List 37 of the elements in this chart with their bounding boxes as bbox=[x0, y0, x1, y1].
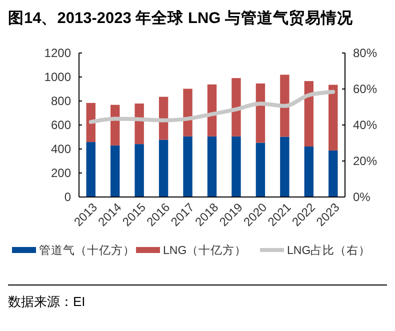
y-tick-label: 200 bbox=[50, 166, 72, 180]
bar bbox=[86, 142, 96, 197]
bar bbox=[183, 136, 192, 197]
bar bbox=[207, 84, 217, 136]
y-tick-label: 1200 bbox=[44, 46, 72, 60]
bar bbox=[280, 136, 290, 197]
y2-tick-label: 60% bbox=[353, 82, 378, 96]
legend-label: LNG占比（右） bbox=[287, 244, 371, 258]
legend-label: 管道气（十亿方） bbox=[39, 243, 135, 258]
bar bbox=[280, 74, 290, 137]
bar bbox=[232, 78, 241, 136]
y-tick-label: 400 bbox=[50, 142, 72, 156]
bar bbox=[256, 142, 266, 197]
bar bbox=[328, 84, 338, 150]
bar bbox=[110, 145, 120, 197]
y-tick-label: 1000 bbox=[44, 70, 72, 84]
bar bbox=[232, 136, 241, 197]
chart-title: 图14、2013-2023 年全球 LNG 与管道气贸易情况 bbox=[8, 8, 354, 29]
y-tick-label: 800 bbox=[50, 94, 72, 108]
y-tick-label: 600 bbox=[50, 118, 72, 132]
y-tick-label: 0 bbox=[64, 190, 72, 204]
y2-tick-label: 0% bbox=[353, 190, 371, 204]
y2-tick-label: 20% bbox=[353, 154, 378, 168]
bar bbox=[183, 88, 192, 136]
bar bbox=[86, 102, 96, 142]
line-series bbox=[88, 90, 336, 124]
bar bbox=[256, 83, 266, 143]
bar bbox=[328, 150, 338, 197]
bar bbox=[207, 136, 217, 197]
legend-label: LNG（十亿方） bbox=[163, 243, 247, 258]
bar bbox=[304, 146, 314, 197]
bar bbox=[158, 140, 168, 197]
y2-tick-label: 80% bbox=[353, 46, 378, 60]
bar bbox=[304, 81, 314, 146]
source-note: 数据来源：EI bbox=[8, 293, 86, 311]
bar bbox=[134, 144, 144, 197]
y2-tick-label: 40% bbox=[353, 118, 378, 132]
